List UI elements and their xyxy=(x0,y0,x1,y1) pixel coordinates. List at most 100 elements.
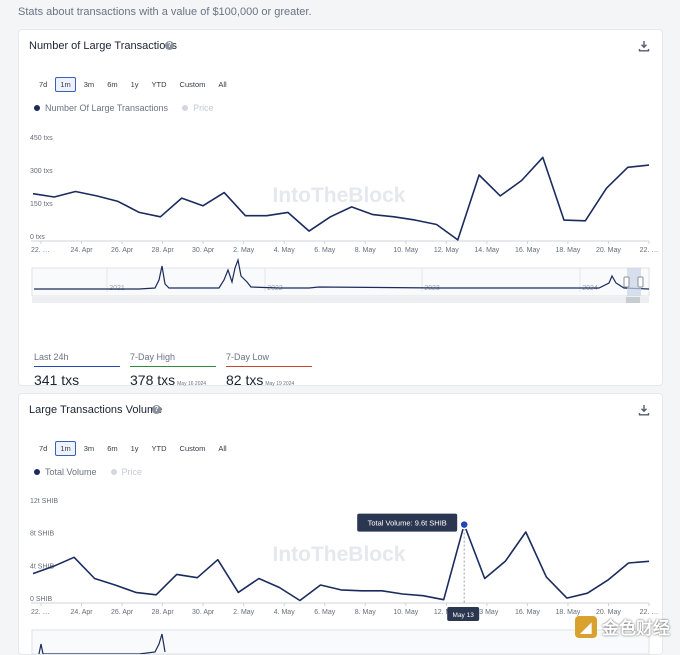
x-tick-label: 24. Apr xyxy=(70,247,93,254)
range-button-all[interactable]: All xyxy=(218,444,227,453)
range-button-6m[interactable]: 6m xyxy=(107,444,118,453)
legend-price-label: Price xyxy=(193,103,214,113)
range-button-1m[interactable]: 1m xyxy=(55,77,76,92)
x-tick-label: 8. May xyxy=(355,247,377,254)
range-button-1m[interactable]: 1m xyxy=(55,441,76,456)
stat-date: May 16 2024 xyxy=(177,381,207,387)
navigator-scrollbar xyxy=(32,297,649,303)
x-tick-label: 18. May xyxy=(555,247,580,254)
stat-date: May 19 2024 xyxy=(265,381,295,387)
x-tick-label: 12. May xyxy=(434,247,459,254)
x-tick-label: 6. May xyxy=(314,609,336,616)
stat-label: 7-Day Low xyxy=(226,352,312,367)
navigator-handle-left xyxy=(623,276,630,288)
y-tick-label: 4t SHIB xyxy=(30,563,54,570)
legend-item-series[interactable]: Total Volume xyxy=(34,467,97,477)
x-tick-label: 16. May xyxy=(515,609,540,616)
legend-item-price[interactable]: Price xyxy=(110,467,143,477)
legend-price-label: Price xyxy=(121,467,143,477)
navigator-area xyxy=(31,629,650,654)
download-icon[interactable] xyxy=(638,404,650,416)
range-button-7d[interactable]: 7d xyxy=(39,444,48,453)
download-icon[interactable] xyxy=(638,40,650,52)
stat-label: Last 24h xyxy=(34,352,120,367)
card-title: Number of Large Transactions xyxy=(29,40,177,52)
range-button-7d[interactable]: 7d xyxy=(39,80,48,89)
x-tick-label: 2. May xyxy=(233,609,255,616)
date-tooltip-box xyxy=(447,607,480,621)
y-tick-label: 8t SHIB xyxy=(30,531,54,538)
corner-logo: ◢ 金色财经 xyxy=(575,614,670,639)
highlighted-point xyxy=(459,519,469,530)
range-button-custom[interactable]: Custom xyxy=(179,444,206,453)
legend-item-price[interactable]: Price xyxy=(182,103,214,113)
series-line xyxy=(32,523,650,602)
stat-value: 341 txs xyxy=(34,372,80,388)
range-button-3m[interactable]: 3m xyxy=(83,444,95,453)
transactions-count-chart: IntoTheBlock 0 txs 150 txs 300 txs 450 txs 22… xyxy=(30,135,659,303)
navigator-area xyxy=(31,267,650,297)
x-tick-label: 22. … xyxy=(640,247,659,254)
x-tick-label: 8. May xyxy=(355,609,377,616)
y-tick-label: 450 txs xyxy=(30,135,53,142)
x-tick-label: 2. May xyxy=(233,247,255,254)
x-tick-label: 24. Apr xyxy=(70,609,93,616)
page-subtitle: Stats about transactions with a value of… xyxy=(18,6,312,18)
x-tick-label: 28. Apr xyxy=(152,247,175,254)
card-title: Large Transactions Volume xyxy=(29,404,163,416)
x-tick-label: 28. Apr xyxy=(152,609,175,616)
x-tick-label: 14. May xyxy=(474,247,499,254)
range-button-all[interactable]: All xyxy=(218,80,227,89)
x-tick-label: 30. Apr xyxy=(192,609,215,616)
range-button-1y[interactable]: 1y xyxy=(130,444,139,453)
legend-item-series[interactable]: Number Of Large Transactions xyxy=(34,103,168,113)
range-button-6m[interactable]: 6m xyxy=(107,80,118,89)
time-range-selector: 7d 1m 3m 6m 1y YTD Custom All xyxy=(34,77,232,92)
stat-label: 7-Day High xyxy=(130,352,216,367)
x-tick-label: 22. … xyxy=(31,609,50,616)
large-transactions-count-card: Number of Large Transactions ? 7d 1m 3m 6m 1… xyxy=(18,29,663,388)
range-button-ytd[interactable]: YTD xyxy=(151,444,167,453)
stat-value: 82 txs xyxy=(226,372,264,388)
y-tick-label: 150 txs xyxy=(30,201,53,208)
transactions-volume-chart: IntoTheBlock 0 SHIB 4t SHIB 8t SHIB 12t SHIB… xyxy=(30,498,659,654)
stat-7day-high: 7-Day High 378 txs May 16 2024 xyxy=(130,352,216,388)
navigator-year-label: 2022 xyxy=(267,285,283,292)
x-tick-label: 6. May xyxy=(314,247,336,254)
legend-dot-icon xyxy=(110,469,117,475)
range-button-1y[interactable]: 1y xyxy=(130,80,139,89)
range-button-3m[interactable]: 3m xyxy=(83,80,95,89)
x-tick-label: 22. … xyxy=(31,247,50,254)
series-line xyxy=(32,156,650,241)
range-button-custom[interactable]: Custom xyxy=(179,80,206,89)
time-range-selector: 7d 1m 3m 6m 1y YTD Custom All xyxy=(34,441,232,456)
legend-series-label: Total Volume xyxy=(45,467,97,477)
x-tick-label: 22. … xyxy=(640,609,659,616)
y-tick-label: 0 SHIB xyxy=(30,596,53,603)
chart-legend: Number Of Large Transactions Price xyxy=(34,103,214,113)
large-transactions-volume-card: Large Transactions Volume ? 7d 1m 3m 6m 1y YT… xyxy=(18,393,663,655)
stat-value: 378 txs xyxy=(130,372,176,388)
x-tick-label: 18. May xyxy=(555,609,580,616)
date-tooltip-text: May 13 xyxy=(453,612,475,619)
stat-last-24h: Last 24h 341 txs xyxy=(34,352,120,388)
tooltip-box xyxy=(357,513,458,532)
x-tick-label: 26. Apr xyxy=(111,609,134,616)
chart-legend: Total Volume Price xyxy=(34,467,142,477)
y-tick-label: 12t SHIB xyxy=(30,498,58,505)
stat-7day-low: 7-Day Low 82 txs May 19 2024 xyxy=(226,352,312,388)
navigator-handle-right xyxy=(637,276,644,288)
chart-watermark: IntoTheBlock xyxy=(272,184,405,207)
range-button-ytd[interactable]: YTD xyxy=(151,80,167,89)
x-tick-label: 30. Apr xyxy=(192,247,215,254)
y-tick-label: 300 txs xyxy=(30,168,53,175)
help-icon[interactable]: ? xyxy=(152,405,161,414)
navigator-series-line xyxy=(34,257,650,290)
legend-dot-icon xyxy=(182,105,189,111)
chart-watermark: IntoTheBlock xyxy=(272,543,405,566)
y-tick-label: 0 txs xyxy=(30,234,45,241)
help-icon[interactable]: ? xyxy=(165,41,174,50)
x-tick-label: 4. May xyxy=(274,247,296,254)
x-tick-label: 10. May xyxy=(393,609,418,616)
tooltip-text: Total Volume: 9.6t SHIB xyxy=(368,519,447,528)
